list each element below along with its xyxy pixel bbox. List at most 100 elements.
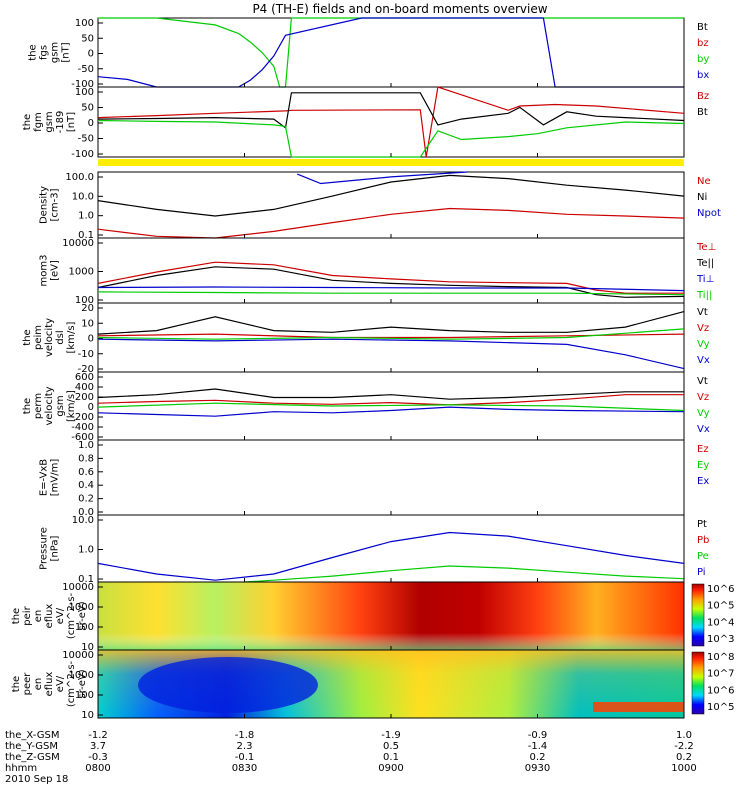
ylabel-line: mom3 [39,255,50,287]
legend-Ni: Ni [697,192,707,203]
ylabel-line: peim [33,325,44,350]
legend-Vx: Vx [697,424,710,435]
series-perm-Vz [97,394,684,406]
ytick-label: 1000 [69,267,94,278]
ylabel-line: [km/s] [66,321,77,353]
panel-temp: 10000 1000 100 mom3 [eV] Te⊥ Te|| Ti⊥ Ti|| [39,237,716,306]
ytick-label: 0.8 [78,453,94,464]
legend-Pt: Pt [697,519,707,530]
xaxis-value: 1000 [671,763,696,774]
ytick-label: 0 [88,49,94,60]
xaxis-value: -0.1 [235,752,255,763]
ytick-label: -10 [78,349,94,360]
legend-Bz: Bz [697,91,709,102]
ylabel-line: the [22,114,33,130]
colorbar-label: 10^5 [707,702,734,713]
panel-density: 100.0 10.0 1.0 0.1 Density [cm-3] Ne Ni Npot [39,171,721,241]
ylabel-line: E=-VxB [39,459,50,496]
series-fgm-Bt [97,92,685,129]
ytick-label: -100 [71,149,94,160]
ylabel-line: fgs [39,45,50,60]
ytick-label: -20 [78,364,94,375]
legend-Vx: Vx [697,355,710,366]
series-fgm-By [97,119,685,158]
ytick-label: -400 [71,422,94,433]
ylabel-line: en [33,610,44,623]
xaxis-value: -0.9 [528,730,548,741]
series-pressure-Pe [244,565,685,583]
xaxis-value: -1.8 [235,730,255,741]
figure-title: P4 (TH-E) fields and on-board moments ov… [252,2,547,16]
date-label: 2010 Sep 18 [5,774,68,785]
xaxis-value: 0.1 [383,752,399,763]
ytick-label: 0.6 [78,467,94,478]
colorbar-label: 10^7 [707,669,734,680]
series-perm-Vt [97,388,684,400]
ylabel-line: eflux [44,604,55,629]
legend-Ey: Ey [697,460,709,471]
ytick-label: -50 [78,64,94,75]
ylabel-line: [cm-3] [50,188,61,221]
panel-peir: 10^6 10^5 10^4 10^3 10000 1000 100 10 the peir en e… [11,581,734,653]
ytick-label: -50 [78,134,94,145]
panel-peer: 10^8 10^7 10^6 10^5 10000 1000 100 10 the peer en e… [11,649,734,721]
ylabel-line: [nT] [61,42,72,62]
ylabel-line: the [22,329,33,345]
series-temp-Ti⊥ [97,286,685,292]
panel-fgm: 100 50 0 -50 -100 the fgm gsm -189 [nT] Bz Bt [22,86,709,160]
series-fgm-Bz [97,86,685,158]
colorbar-label: 10^6 [707,584,734,595]
ytick-label: -100 [71,79,94,90]
ytick-label: 20 [81,303,94,314]
ylabel-line: (cm^2-s- [66,660,77,707]
series-peim-Vy [97,328,685,340]
ylabel-line: gsm [55,395,66,416]
ylabel-line: Density [39,186,50,224]
ylabel-line: en [33,678,44,691]
ytick-label: 100 [75,622,94,633]
ytick-label: 1.0 [78,545,94,556]
series-pressure-Pi [97,531,685,581]
series-perm-Vy [97,402,685,412]
legend-Vy: Vy [697,339,710,350]
spectrogram-hot-band [593,702,683,712]
ytick-label: 10000 [62,650,94,661]
ylabel-line: eflux [44,672,55,697]
ylabel-line: sr-eV) [77,669,88,698]
ylabel-line: [nT] [66,112,77,132]
yellow-bar [98,159,684,166]
xaxis-value: 3.7 [90,741,106,752]
ytick-label: 0 [88,334,94,345]
legend-Pe: Pe [697,551,709,562]
legend-Vz: Vz [697,323,709,334]
ylabel-line: eV/ [55,675,66,692]
ylabel-line: peer [22,672,33,696]
panel-efield: 1.0 0.8 0.6 0.4 0.2 0.0 E=-VxB [mV/m] Ez Ey Ex [39,439,709,518]
legend-Pb: Pb [697,535,709,546]
panel-frame-fgs [97,17,685,88]
xaxis-value: -2.2 [674,741,694,752]
ylabel-line: [km/s] [66,390,77,422]
xaxis-value: 1.0 [676,730,692,741]
xaxis-value: -1.2 [88,730,108,741]
ytick-label: 200 [75,392,94,403]
ylabel-line: gsm [44,111,55,132]
ytick-label: 600 [75,372,94,383]
legend-Vy: Vy [697,408,710,419]
ylabel-line: velocity [44,386,55,425]
colorbar-peir [691,583,705,647]
panel-fgs: 100 50 0 -50 -100 the fgs gsm [nT] Bt bz by bx [28,17,709,90]
legend-Npot: Npot [697,208,721,219]
legend-Ne: Ne [697,176,711,187]
ytick-label: 100.0 [65,172,94,183]
ylabel-line: [nPa] [50,535,61,561]
xaxis-value: 0.5 [383,741,399,752]
series-temp-Ti|| [97,291,685,296]
ytick-label: 0.0 [78,507,94,518]
series-density-Ni [97,174,685,217]
xaxis-value: -1.9 [381,730,401,741]
series-peim-Vx [97,338,685,370]
ytick-label: 400 [75,382,94,393]
